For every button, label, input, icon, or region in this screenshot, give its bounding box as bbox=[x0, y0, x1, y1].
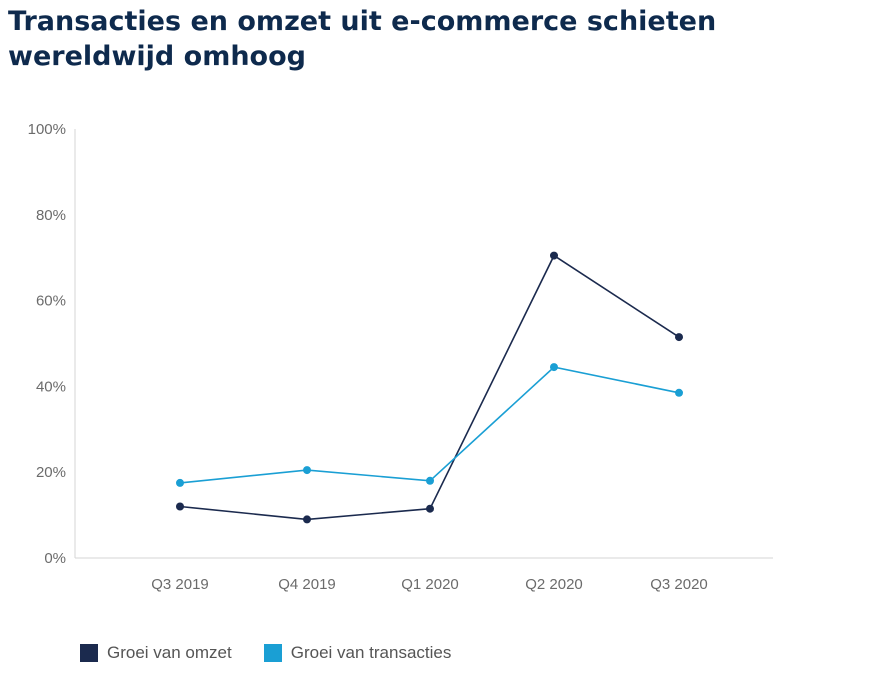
data-point bbox=[176, 502, 184, 511]
chart-title: Transacties en omzet uit e-commerce schi… bbox=[8, 6, 717, 72]
y-tick-label: 20% bbox=[36, 464, 66, 481]
axes bbox=[74, 129, 773, 559]
y-tick-label: 100% bbox=[28, 121, 66, 138]
data-point bbox=[176, 478, 184, 487]
legend-label-transacties: Groei van transacties bbox=[290, 643, 452, 662]
data-point bbox=[550, 363, 558, 372]
y-tick-label: 80% bbox=[36, 207, 66, 224]
legend-label-omzet: Groei van omzet bbox=[107, 643, 232, 662]
y-tick-label: 0% bbox=[44, 550, 66, 567]
x-tick-label: Q3 2019 bbox=[151, 576, 209, 593]
legend-swatch-omzet bbox=[80, 644, 98, 662]
data-point bbox=[550, 251, 558, 260]
x-tick-label: Q1 2020 bbox=[401, 576, 459, 593]
series-1 bbox=[176, 363, 683, 487]
data-point bbox=[426, 476, 434, 485]
x-tick-label: Q2 2020 bbox=[525, 576, 583, 593]
data-point bbox=[303, 515, 311, 524]
series-0 bbox=[176, 251, 683, 524]
data-point bbox=[426, 504, 434, 513]
y-tick-label: 60% bbox=[36, 293, 66, 310]
x-tick-label: Q3 2020 bbox=[650, 576, 708, 593]
y-axis-ticks: 0% 20% 40% 60% 80% 100% bbox=[28, 121, 66, 567]
data-point bbox=[675, 388, 683, 397]
data-point bbox=[675, 333, 683, 342]
legend-swatch-transacties bbox=[263, 644, 282, 662]
legend-item-omzet: Groei van omzet bbox=[80, 643, 232, 663]
series-layer bbox=[176, 251, 683, 524]
legend: Groei van omzet Groei van transacties bbox=[80, 643, 451, 663]
data-point bbox=[303, 466, 311, 475]
legend-item-transacties: Groei van transacties bbox=[263, 643, 452, 663]
series-line bbox=[179, 366, 680, 484]
y-tick-label: 40% bbox=[36, 378, 66, 395]
x-tick-label: Q4 2019 bbox=[278, 576, 336, 593]
x-axis-ticks: Q3 2019 Q4 2019 Q1 2020 Q2 2020 Q3 2020 bbox=[151, 576, 708, 593]
